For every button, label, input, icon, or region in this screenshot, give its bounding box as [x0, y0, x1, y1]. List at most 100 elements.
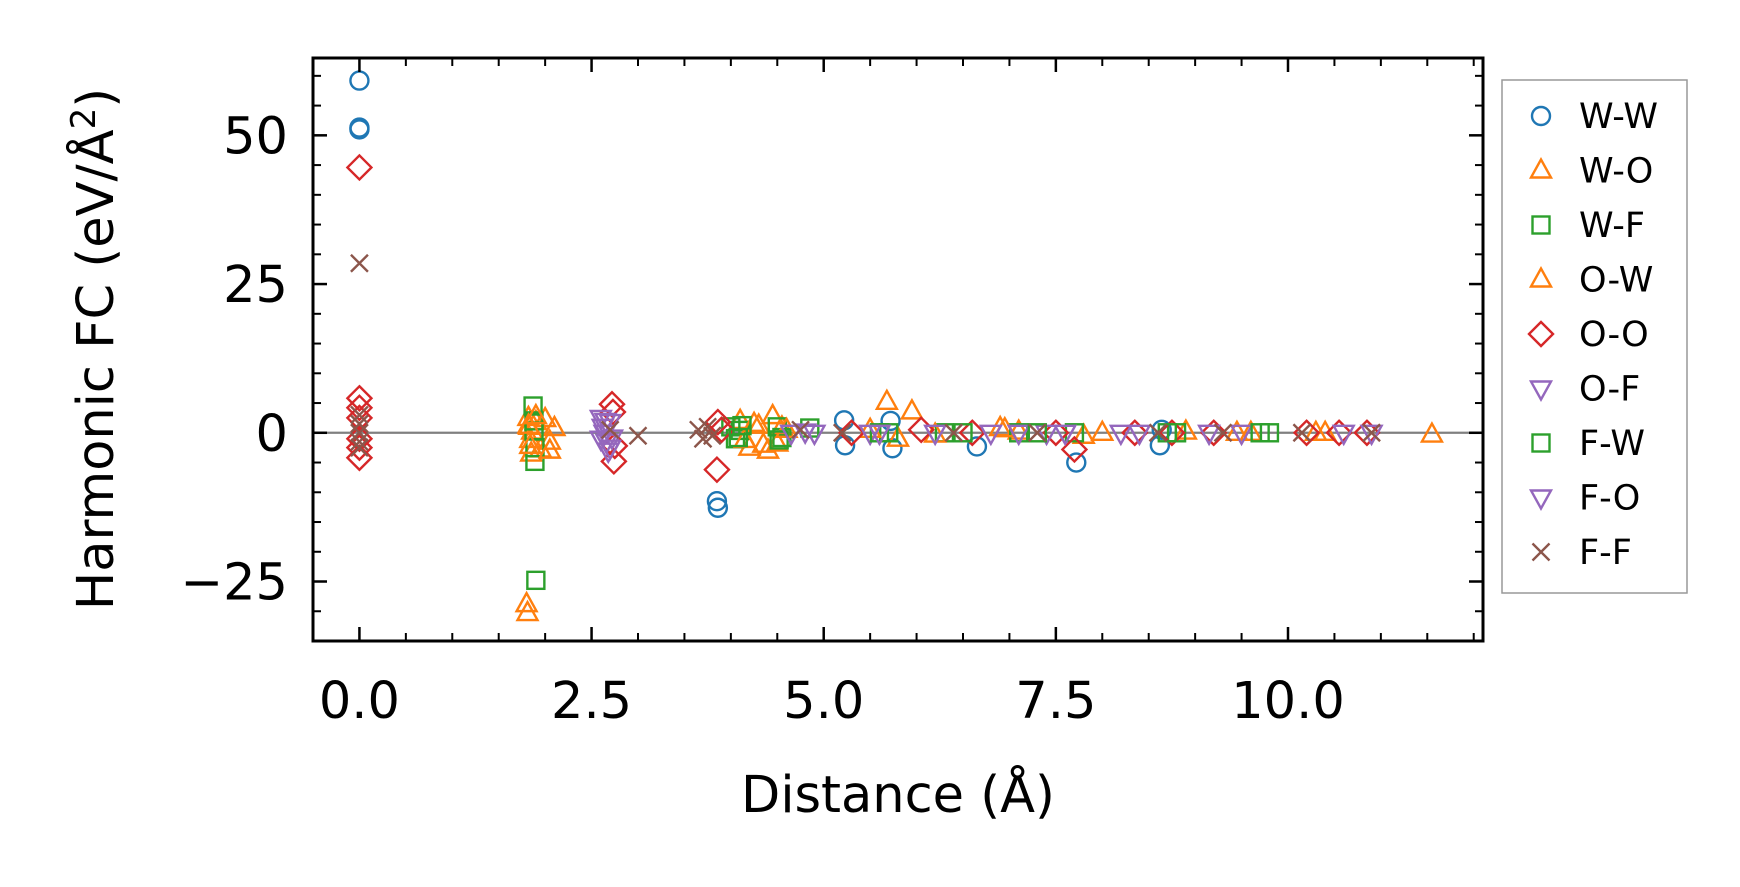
- point-o-f-12: [1127, 424, 1152, 447]
- point-o-o-11: [703, 455, 731, 484]
- point-o-w-8: [751, 431, 776, 453]
- legend-entry-w-o: W-O: [1528, 152, 1653, 192]
- point-f-o-8: [1108, 424, 1133, 447]
- point-o-o-3: [345, 404, 374, 432]
- point-w-w-9: [966, 436, 988, 457]
- point-o-w-1: [515, 599, 540, 622]
- point-f-o-9: [1197, 424, 1222, 447]
- legend-entry-w-f: W-F: [1531, 206, 1645, 246]
- point-o-o-19: [1121, 419, 1149, 447]
- legend-entry-f-o: F-O: [1528, 479, 1640, 519]
- point-w-f-15: [1064, 423, 1085, 443]
- point-w-o-18: [899, 397, 924, 420]
- tick-labels-layer: 0.0 2.5 5.0 7.5 10.0 −25 0 25 50: [180, 107, 1344, 731]
- legend-marker-f-f: [1531, 542, 1551, 562]
- point-f-f-19: [1362, 423, 1381, 443]
- point-f-f-1: [350, 405, 369, 425]
- point-o-o-16: [958, 419, 986, 447]
- point-o-w-7: [742, 410, 767, 433]
- point-f-o-4: [802, 424, 827, 447]
- point-f-f-18: [1292, 423, 1312, 443]
- point-w-w-3: [706, 490, 728, 512]
- y-tick-label: 25: [223, 256, 288, 315]
- point-w-o-8: [537, 428, 562, 450]
- y-tick-label: 50: [223, 107, 288, 166]
- legend-entry-o-f: O-F: [1528, 370, 1640, 410]
- point-f-f-14: [944, 423, 964, 443]
- point-o-o-0: [345, 153, 374, 182]
- point-f-f-6: [600, 420, 620, 440]
- point-o-o-5: [345, 433, 374, 462]
- legend-marker-o-w: [1528, 266, 1554, 288]
- y-axis-label: Harmonic FC (eV/Å2): [64, 88, 126, 610]
- legend-label-w-o: W-O: [1579, 152, 1653, 192]
- point-f-f-10: [698, 417, 717, 437]
- legend-label-w-f: W-F: [1579, 206, 1645, 246]
- y-tick-label: 0: [256, 405, 288, 464]
- point-w-f-14: [1009, 423, 1029, 443]
- legend-label-w-w: W-W: [1579, 97, 1658, 137]
- legend-label-o-f: O-F: [1579, 370, 1640, 410]
- plot-frame: [311, 56, 1485, 643]
- legend-marker-f-w: [1531, 433, 1551, 453]
- legend-marker-o-o: [1527, 320, 1555, 348]
- point-w-o-9: [542, 414, 567, 437]
- legend-label-o-w: O-W: [1579, 261, 1653, 301]
- point-o-o-21: [1200, 419, 1228, 447]
- series-f-f: [350, 253, 1381, 458]
- point-f-w-3: [869, 423, 890, 443]
- point-f-o-1: [593, 412, 618, 435]
- point-o-w-14: [1224, 419, 1249, 441]
- point-o-w-4: [523, 402, 548, 425]
- point-f-o-10: [1359, 424, 1384, 447]
- point-w-w-7: [880, 410, 901, 432]
- point-w-o-21: [1006, 418, 1031, 440]
- point-f-f-5: [350, 438, 369, 458]
- point-f-f-4: [350, 432, 369, 452]
- legend-label-f-f: F-F: [1579, 533, 1632, 573]
- point-w-w-2: [349, 119, 370, 140]
- point-f-f-12: [791, 420, 810, 440]
- point-o-o-6: [345, 444, 374, 472]
- x-tick-label: 7.5: [1015, 672, 1096, 731]
- point-f-w-2: [769, 430, 789, 450]
- point-w-o-14: [760, 402, 785, 425]
- legend-entry-o-o: O-O: [1527, 315, 1649, 355]
- legend-entry-f-f: F-F: [1531, 533, 1632, 573]
- point-o-o-12: [704, 408, 732, 436]
- point-w-w-4: [707, 497, 729, 518]
- legend: W-W W-O W-F O-W O-O O-F F-W F-O F-F: [1501, 79, 1688, 594]
- point-o-w-3: [518, 432, 543, 455]
- legend-label-o-o: O-O: [1579, 315, 1649, 355]
- point-w-f-0: [523, 396, 543, 416]
- point-o-f-13: [1229, 424, 1254, 447]
- point-f-w-1: [732, 415, 752, 436]
- data-points-layer: [345, 70, 1444, 622]
- point-o-o-1: [345, 384, 374, 412]
- point-f-f-7: [628, 426, 648, 446]
- point-f-w-7: [1250, 423, 1270, 443]
- x-tick-label: 0.0: [319, 672, 400, 731]
- point-o-o-14: [837, 419, 866, 447]
- point-w-f-5: [526, 570, 546, 591]
- point-f-f-13: [832, 423, 852, 443]
- point-f-f-16: [1148, 423, 1168, 443]
- point-o-o-20: [1158, 419, 1186, 447]
- legend-entry-f-w: F-W: [1531, 424, 1645, 464]
- x-axis-label: Distance (Å): [741, 763, 1055, 825]
- point-f-o-6: [978, 424, 1003, 447]
- series-f-o: [588, 412, 1384, 462]
- legend-marker-w-f: [1531, 215, 1551, 235]
- legend-entry-w-w: W-W: [1530, 97, 1658, 137]
- point-o-f-9: [923, 424, 948, 447]
- point-w-o-7: [533, 405, 558, 428]
- y-axis-label-close: ): [67, 88, 126, 108]
- point-w-o-22: [1071, 422, 1096, 444]
- point-o-w-0: [514, 590, 539, 613]
- point-f-f-2: [350, 414, 369, 434]
- legend-marker-f-o: [1528, 489, 1554, 511]
- point-f-f-3: [350, 423, 369, 443]
- point-o-f-14: [1331, 424, 1356, 447]
